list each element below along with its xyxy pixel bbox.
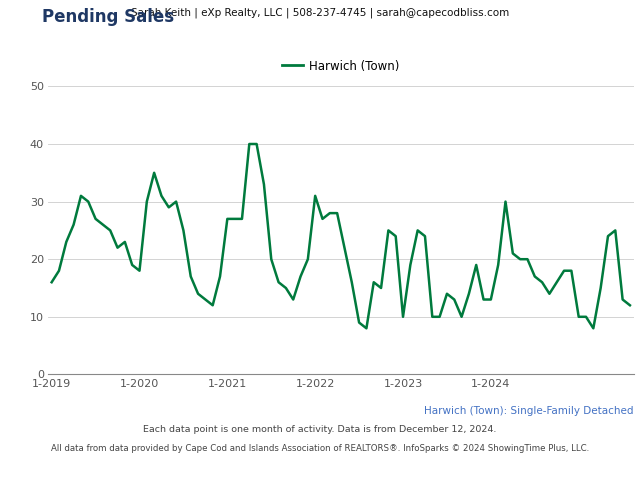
Legend: Harwich (Town): Harwich (Town)	[277, 55, 404, 77]
Text: Pending Sales: Pending Sales	[42, 9, 173, 26]
Text: All data from data provided by Cape Cod and Islands Association of REALTORS®. In: All data from data provided by Cape Cod …	[51, 444, 589, 453]
Text: Each data point is one month of activity. Data is from December 12, 2024.: Each data point is one month of activity…	[143, 425, 497, 434]
Text: Sarah Keith | eXp Realty, LLC | 508-237-4745 | sarah@capecodbliss.com: Sarah Keith | eXp Realty, LLC | 508-237-…	[131, 8, 509, 18]
Text: Harwich (Town): Single-Family Detached: Harwich (Town): Single-Family Detached	[424, 406, 634, 416]
